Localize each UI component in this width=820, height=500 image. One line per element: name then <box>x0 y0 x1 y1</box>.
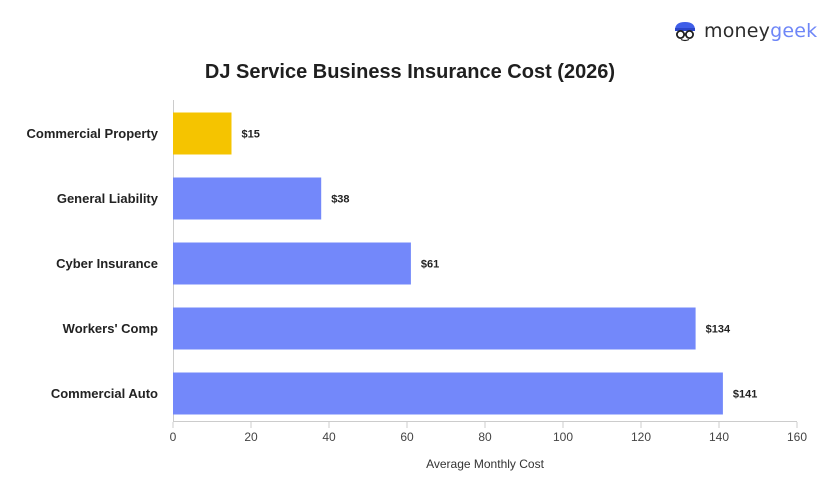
data-label-cyber-insurance: $61 <box>421 259 439 271</box>
moneygeek-logo: moneygeek <box>672 20 817 42</box>
x-tick-label: 100 <box>553 430 573 444</box>
x-tick-label: 60 <box>400 430 414 444</box>
bar-commercial-property <box>173 112 232 155</box>
moneygeek-face-icon <box>675 22 695 42</box>
data-label-workers-comp: $134 <box>706 324 731 336</box>
moneygeek-wordmark: moneygeek <box>704 20 817 42</box>
x-tick-label: 120 <box>631 430 651 444</box>
chart-title: DJ Service Business Insurance Cost (2026… <box>204 61 616 83</box>
brand-money: money <box>704 20 771 42</box>
x-tick-label: 20 <box>244 430 258 444</box>
category-label-cyber-insurance: Cyber Insurance <box>56 256 158 271</box>
x-tick-label: 140 <box>709 430 729 444</box>
category-label-commercial-property: Commercial Property <box>27 126 159 141</box>
category-label-general-liability: General Liability <box>57 191 159 206</box>
x-tick-label: 40 <box>322 430 336 444</box>
category-label-workers-comp: Workers' Comp <box>63 321 158 336</box>
x-axis-label: Average Monthly Cost <box>426 457 545 471</box>
bar-cyber-insurance <box>173 242 411 285</box>
x-tick-label: 160 <box>787 430 807 444</box>
brand-geek: geek <box>770 20 818 42</box>
data-label-commercial-property: $15 <box>242 129 260 141</box>
category-label-commercial-auto: Commercial Auto <box>51 386 158 401</box>
data-label-commercial-auto: $141 <box>733 389 757 401</box>
bar-general-liability <box>173 177 322 220</box>
bar-commercial-auto <box>173 372 723 415</box>
bar-workers-comp <box>173 307 696 350</box>
data-label-general-liability: $38 <box>331 194 349 206</box>
x-tick-label: 80 <box>478 430 492 444</box>
x-tick-label: 0 <box>170 430 177 444</box>
